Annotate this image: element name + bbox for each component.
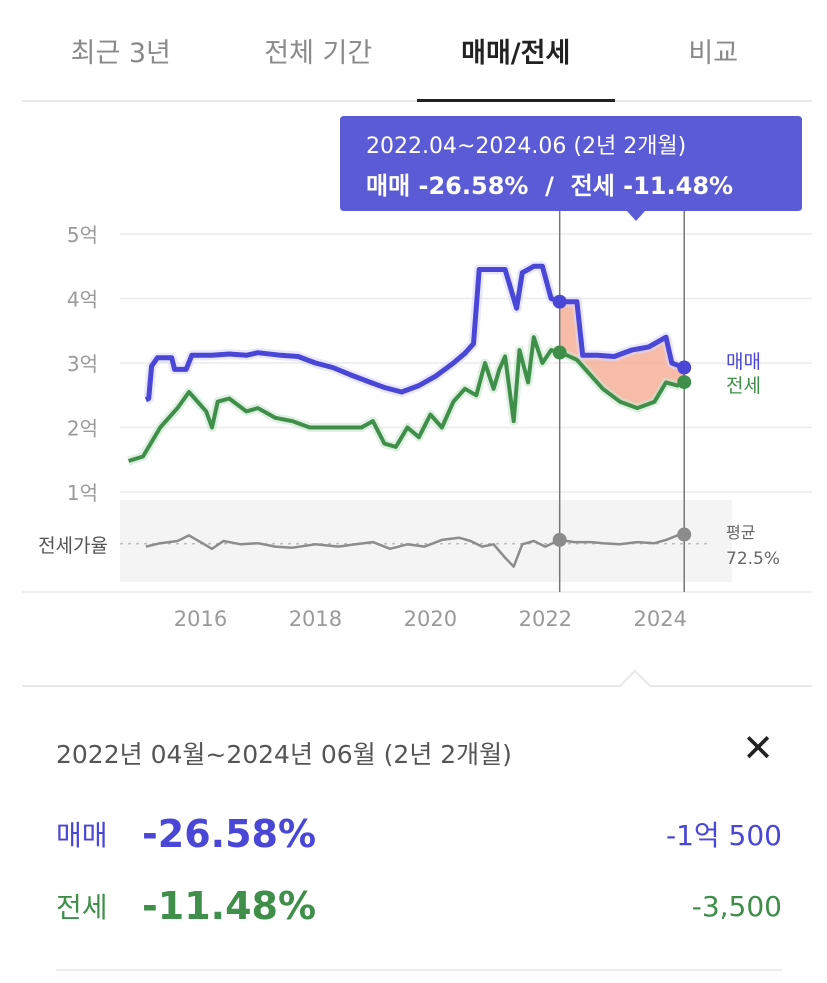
jeonse-start-marker — [552, 345, 567, 360]
sale-start-marker — [552, 294, 567, 309]
ratio-average-value: 72.5% — [726, 549, 780, 569]
detail-panel: 2022년 04월~2024년 06월 (2년 2개월) ✕ 매매 -26.58… — [0, 669, 827, 983]
ratio-start-marker — [552, 532, 567, 547]
jeonse-percent: -11.48% — [142, 884, 317, 928]
jeonse-end-marker — [677, 375, 692, 390]
x-tick-label: 2016 — [174, 607, 227, 631]
tab-recent-3-years[interactable]: 최근 3년 — [70, 37, 171, 69]
ratio-band — [120, 500, 732, 582]
x-tick-label: 2018 — [289, 607, 342, 631]
ratio-end-marker — [677, 527, 692, 542]
jeonse-line — [128, 335, 688, 463]
tab-compare[interactable]: 비교 — [688, 37, 739, 69]
tooltip-period: 2022.04~2024.06 (2년 2개월) — [366, 134, 686, 159]
x-tick-label: 2020 — [404, 607, 457, 631]
jeonse-amount: -3,500 — [691, 889, 782, 923]
price-chart[interactable]: 1억 2억 3억 4억 5억 2016 2018 2020 2022 2024 전세가율 매매전세… — [0, 100, 827, 685]
y-tick-label: 2억 — [67, 417, 98, 441]
sale-line — [144, 263, 687, 403]
tab-all-period[interactable]: 전체 기간 — [264, 37, 373, 69]
close-icon[interactable]: ✕ — [742, 726, 774, 770]
detail-divider — [22, 685, 812, 687]
tab-bar: 최근 3년 전체 기간 매매/전세 비교 — [22, 0, 812, 102]
y-tick-label: 3억 — [67, 352, 98, 376]
y-tick-label: 1억 — [67, 481, 98, 505]
y-tick-label: 5억 — [67, 223, 98, 247]
jeonse-label: 전세 — [56, 891, 108, 924]
detail-row-jeonse: 전세 -11.48% -3,500 — [56, 881, 782, 931]
detail-bottom-divider — [56, 969, 782, 971]
sale-percent: -26.58% — [142, 812, 317, 856]
detail-row-sale: 매매 -26.58% -1억 500 — [56, 809, 782, 859]
chart-tooltip: 2022.04~2024.06 (2년 2개월) 매매 -26.58% / 전세… — [340, 116, 802, 221]
x-tick-label: 2024 — [634, 607, 687, 631]
sale-amount: -1억 500 — [665, 819, 782, 852]
ratio-line — [145, 533, 687, 568]
tooltip-box — [340, 116, 802, 221]
ratio-average-label: 평균 — [726, 523, 755, 542]
tab-sale-jeonse[interactable]: 매매/전세 — [417, 0, 615, 102]
x-tick-label: 2022 — [519, 607, 572, 631]
y-tick-label: 4억 — [67, 288, 98, 312]
detail-period: 2022년 04월~2024년 06월 (2년 2개월) — [56, 740, 512, 769]
jeonse-end-label: 전세 — [726, 375, 761, 397]
sale-end-marker — [677, 360, 692, 375]
sale-end-label: 매매 — [726, 351, 761, 373]
sale-label: 매매 — [56, 819, 108, 852]
tooltip-change: 매매 -26.58% / 전세 -11.48% — [366, 172, 733, 200]
ratio-axis-label: 전세가율 — [38, 535, 108, 557]
